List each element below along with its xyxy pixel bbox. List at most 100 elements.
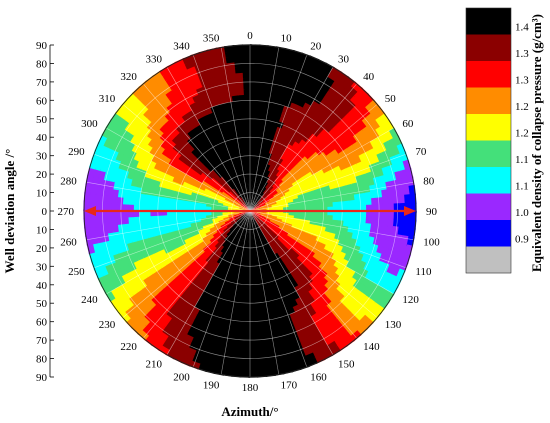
heatmap-cell <box>225 221 232 227</box>
heatmap-cell <box>144 215 151 223</box>
heatmap-cell <box>316 211 323 216</box>
heatmap-cell <box>286 197 294 202</box>
heatmap-cell <box>210 212 217 216</box>
deviation-tick-label: 10 <box>36 224 48 236</box>
heatmap-cell <box>283 206 290 210</box>
heatmap-cell <box>172 217 179 224</box>
heatmap-cell <box>83 200 90 211</box>
heatmap-cell <box>255 343 265 350</box>
heatmap-cell <box>269 172 275 179</box>
heatmap-cell <box>248 193 250 200</box>
heatmap-cell <box>257 287 264 295</box>
heatmap-cell <box>212 184 219 190</box>
heatmap-cell <box>242 188 246 196</box>
heatmap-cell <box>304 201 312 206</box>
heatmap-cell <box>242 138 248 145</box>
heatmap-cell <box>278 235 285 242</box>
heatmap-cell <box>271 248 278 255</box>
heatmap-cell <box>241 155 246 162</box>
heatmap-cell <box>274 195 282 200</box>
heatmap-cell <box>230 182 236 189</box>
heatmap-cell <box>244 293 250 301</box>
heatmap-cell <box>263 353 274 361</box>
heatmap-cell <box>233 241 239 248</box>
heatmap-cell <box>264 151 270 159</box>
azimuth-tick-label: 340 <box>173 41 190 53</box>
heatmap-cell <box>231 220 238 226</box>
heatmap-cell <box>228 72 238 80</box>
heatmap-cell <box>235 331 244 339</box>
heatmap-cell <box>261 235 266 243</box>
heatmap-cell <box>244 155 248 162</box>
heatmap-cell <box>250 49 261 57</box>
heatmap-cell <box>240 116 247 123</box>
heatmap-cell <box>234 229 239 236</box>
grid-spoke <box>249 181 414 212</box>
heatmap-cell <box>225 171 231 179</box>
heatmap-cell <box>254 195 258 202</box>
heatmap-cell <box>252 177 256 184</box>
heatmap-cell <box>252 277 258 284</box>
heatmap-cell <box>277 213 284 217</box>
heatmap-cell <box>263 347 273 355</box>
heatmap-cell <box>238 304 246 312</box>
grid-spoke <box>249 67 334 212</box>
heatmap-cell <box>268 177 274 185</box>
heatmap-cell <box>234 235 239 242</box>
heatmap-cell <box>220 224 227 230</box>
heatmap-cell <box>236 127 243 135</box>
heatmap-cell <box>106 224 114 234</box>
heatmap-cell <box>244 221 248 228</box>
heatmap-cell <box>290 226 298 232</box>
heatmap-cell <box>235 72 245 79</box>
heatmap-cell <box>274 194 281 199</box>
heatmap-cell <box>89 192 97 203</box>
heatmap-cell <box>254 321 263 328</box>
heatmap-cell <box>244 105 252 112</box>
azimuth-tick-label: 350 <box>203 33 220 45</box>
heatmap-cell <box>213 182 221 189</box>
azimuth-tick-label: 260 <box>60 237 77 249</box>
colorbar-swatch <box>466 220 511 247</box>
heatmap-cell <box>280 182 287 189</box>
azimuth-tick-label: 160 <box>310 371 327 383</box>
heatmap-cell <box>369 184 377 194</box>
heatmap-cell <box>237 172 242 180</box>
heatmap-cell <box>287 219 294 224</box>
heatmap-cell <box>256 365 267 373</box>
heatmap-cell <box>365 198 373 207</box>
heatmap-cell <box>327 211 334 217</box>
heatmap-cell <box>233 203 240 207</box>
heatmap-cell <box>270 166 276 173</box>
deviation-tick-label: 40 <box>36 132 48 144</box>
heatmap-cell <box>397 186 405 197</box>
heatmap-cell <box>221 240 228 248</box>
heatmap-cell <box>298 221 305 227</box>
heatmap-cell <box>251 249 255 256</box>
heatmap-cell <box>253 221 258 228</box>
heatmap-cell <box>240 214 246 218</box>
heatmap-cell <box>245 166 249 173</box>
heatmap-cell <box>257 55 268 63</box>
heatmap-cell <box>232 44 244 52</box>
azimuth-tick-label: 190 <box>203 379 220 391</box>
colorbar-tick-label: 1.3 <box>515 75 529 87</box>
heatmap-cell <box>236 224 241 231</box>
heatmap-cell <box>272 174 279 182</box>
heatmap-cell <box>188 213 195 218</box>
heatmap-cell <box>250 121 256 129</box>
heatmap-cell <box>276 202 284 206</box>
heatmap-cell <box>244 194 248 201</box>
heatmap-cell <box>199 212 206 217</box>
heatmap-cell <box>241 177 245 185</box>
heatmap-cell <box>397 226 405 237</box>
heatmap-cell <box>265 201 272 206</box>
grid-spoke <box>86 181 251 212</box>
heatmap-cell <box>144 204 151 211</box>
heatmap-cell <box>264 189 271 196</box>
heatmap-cell <box>225 352 235 361</box>
heatmap-cell <box>299 183 307 189</box>
heatmap-cell <box>279 242 286 249</box>
heatmap-cell <box>122 216 129 225</box>
heatmap-cell <box>262 83 272 91</box>
